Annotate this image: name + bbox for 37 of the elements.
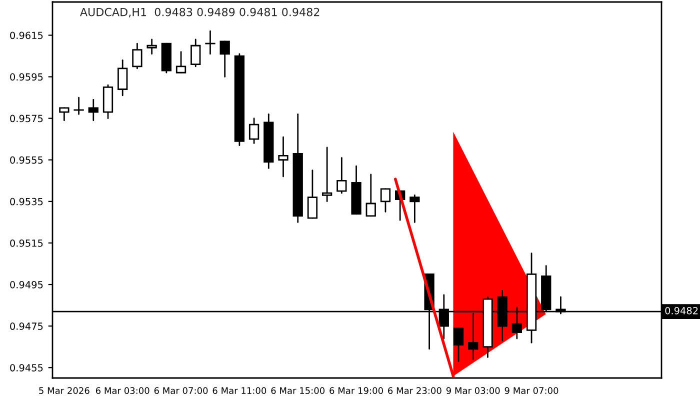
candlestick	[248, 118, 260, 144]
candlestick	[322, 146, 332, 202]
y-tick-label: 0.9575	[10, 114, 43, 122]
candlestick	[176, 51, 186, 74]
candlestick	[366, 174, 376, 217]
candlestick	[190, 38, 201, 68]
candlestick	[118, 59, 128, 96]
candlestick	[146, 38, 157, 55]
x-tick-label: 5 Mar 2026	[39, 387, 90, 394]
chart-title: AUDCAD,H1 0.9483 0.9489 0.9481 0.9482	[80, 8, 320, 18]
y-tick-label: 0.9515	[10, 239, 43, 247]
x-tick-label: 9 Mar 03:00	[446, 387, 500, 394]
y-tick-label: 0.9595	[10, 73, 43, 81]
x-tick-label: 6 Mar 23:00	[388, 387, 442, 394]
candlestick	[336, 157, 347, 194]
candlestick	[307, 170, 318, 219]
y-tick-label: 0.9495	[10, 280, 43, 288]
y-tick-label: 0.9475	[10, 322, 43, 330]
y-tick-label: 0.9555	[10, 156, 43, 164]
x-tick-label: 6 Mar 15:00	[271, 387, 325, 394]
y-tick-label: 0.9535	[10, 198, 43, 206]
y-tick-label: 0.9615	[10, 32, 43, 40]
candlestick	[410, 194, 420, 223]
candlestick	[453, 327, 464, 362]
y-tick-label: 0.9455	[10, 364, 43, 372]
x-tick-label: 6 Mar 03:00	[96, 387, 150, 394]
candlestick	[278, 136, 288, 178]
x-tick-label: 6 Mar 07:00	[154, 387, 208, 394]
candlestick	[59, 107, 70, 122]
candlestick	[132, 42, 142, 70]
x-tick-label: 6 Mar 11:00	[212, 387, 266, 394]
candlestick	[380, 188, 391, 213]
candlestick	[88, 98, 98, 122]
x-tick-label: 9 Mar 07:00	[504, 387, 558, 394]
ref-line-label: 0.9482	[665, 306, 698, 314]
x-tick-label: 6 Mar 19:00	[330, 387, 383, 394]
candlestick	[220, 40, 230, 78]
